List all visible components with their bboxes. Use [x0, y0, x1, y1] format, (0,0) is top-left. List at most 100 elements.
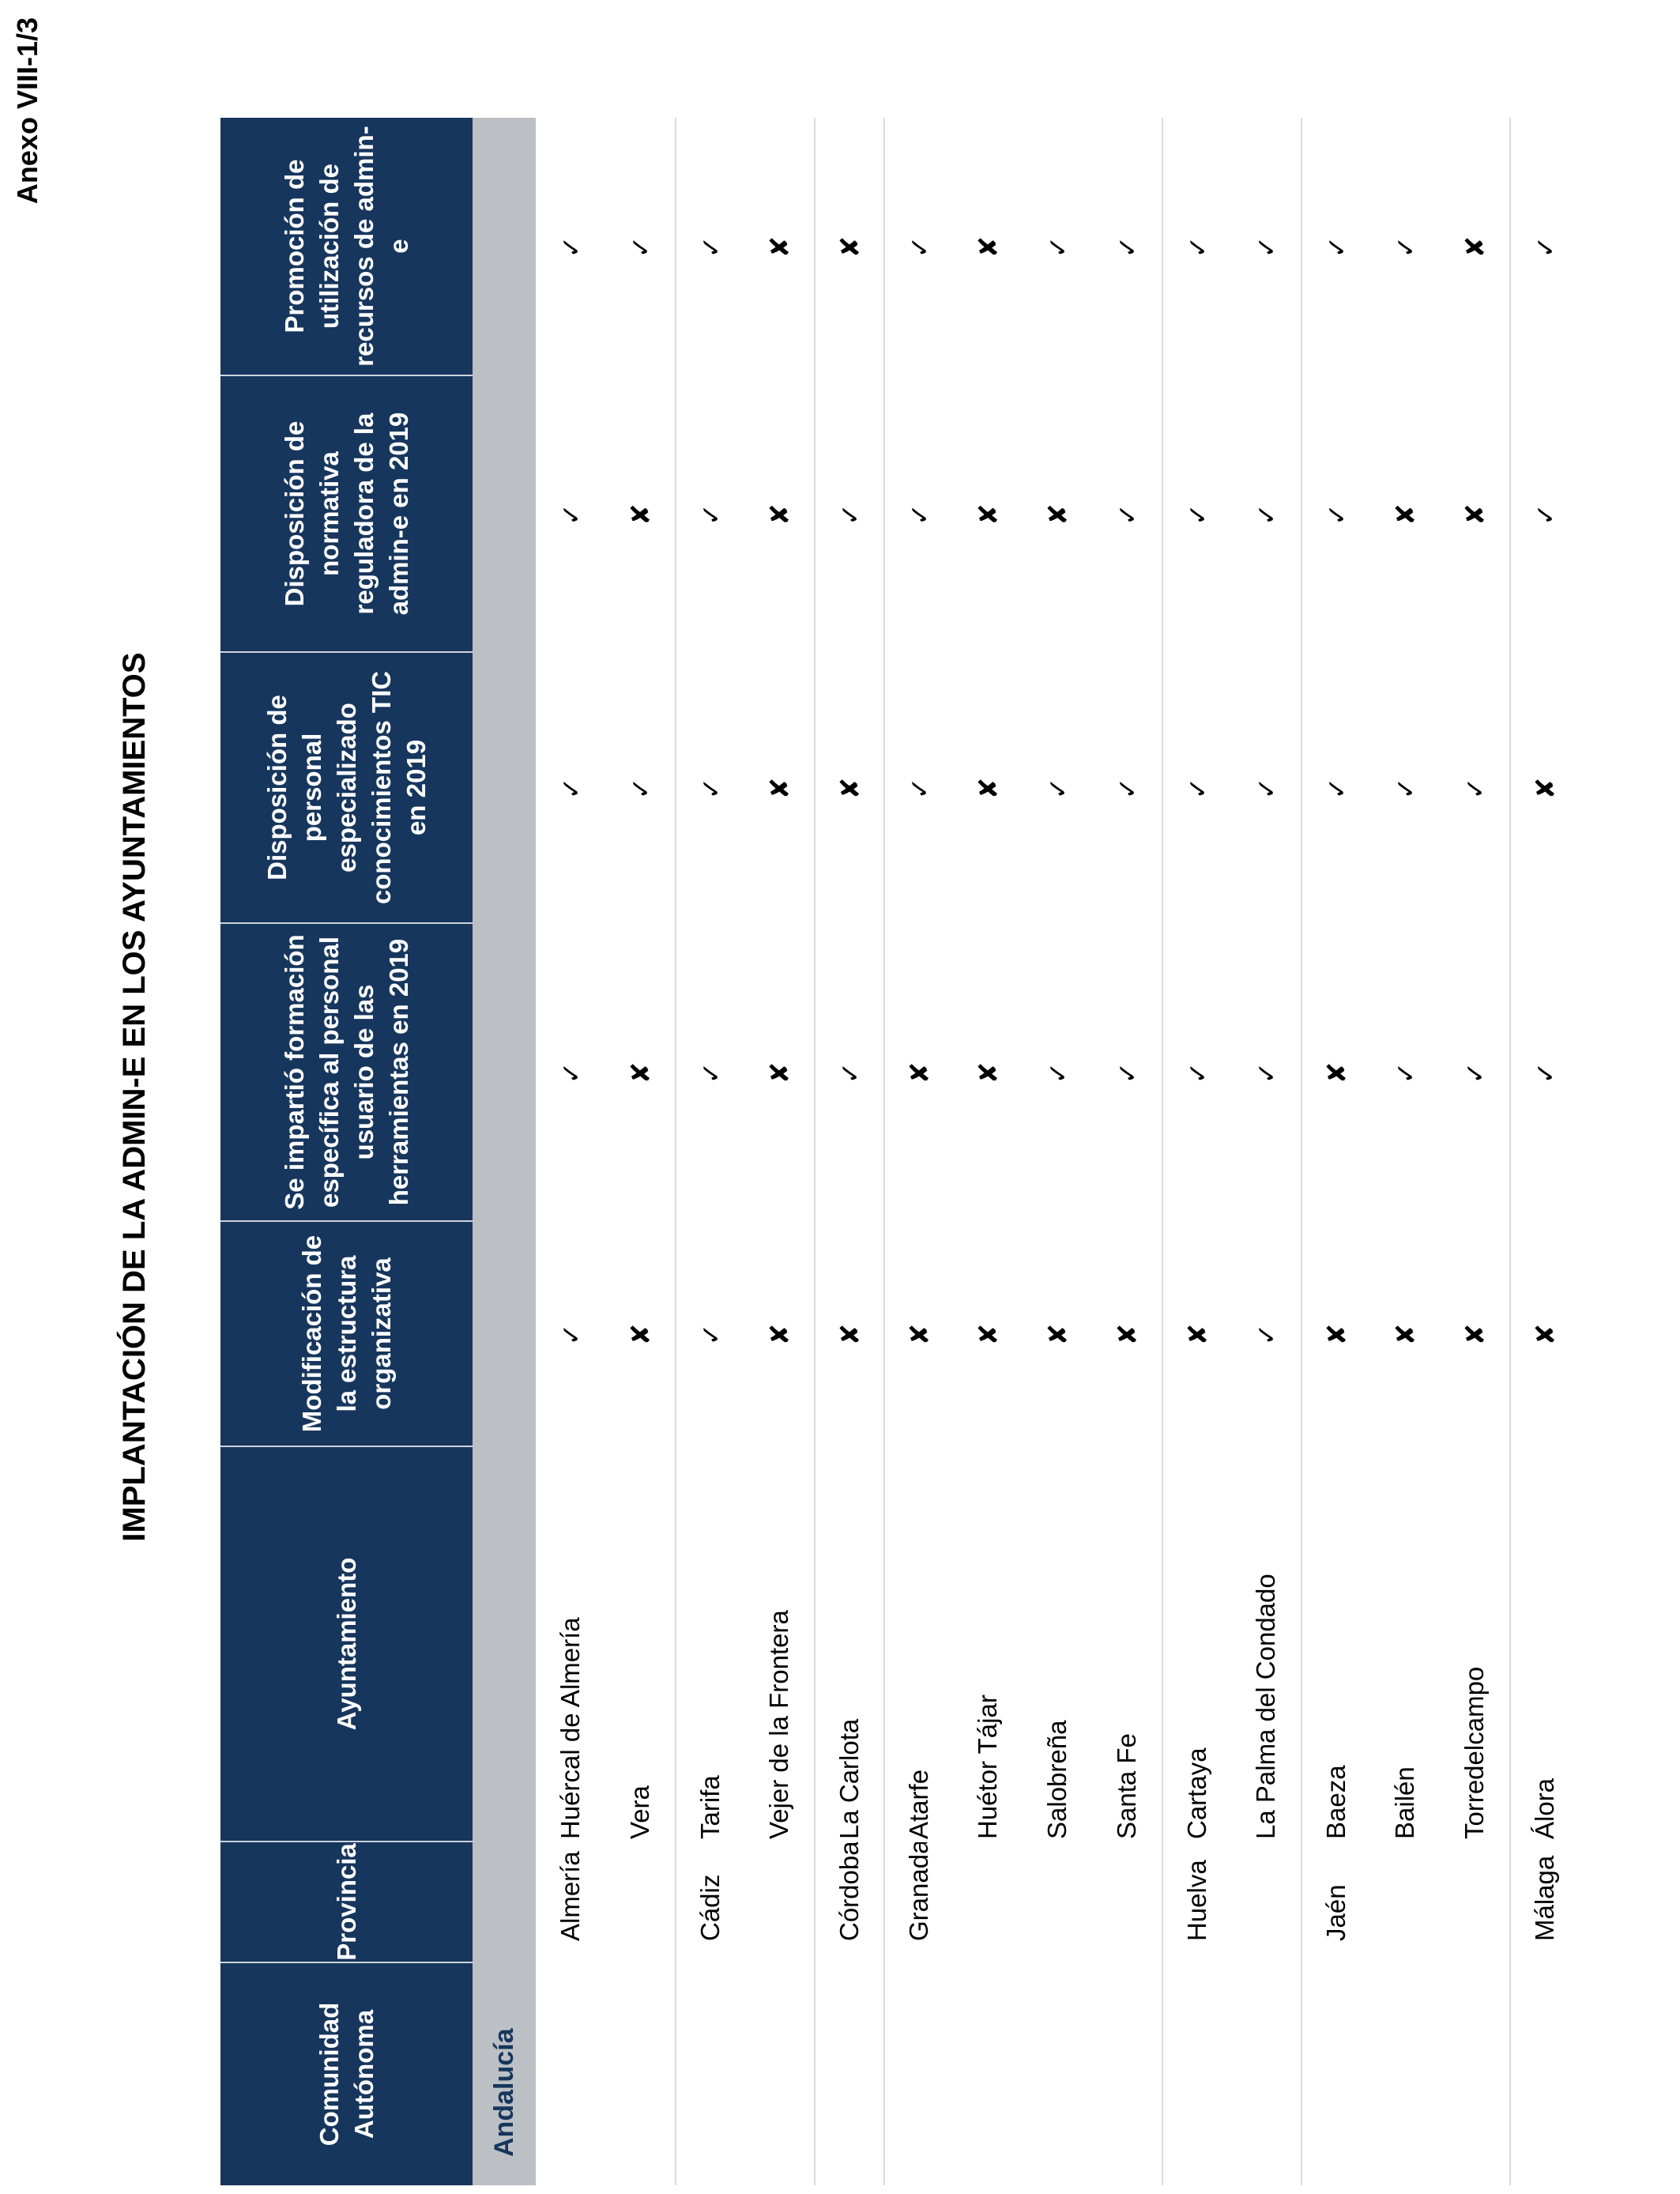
- cross-icon: ✘: [972, 236, 1004, 258]
- comunidad-cell: [1092, 1963, 1162, 2185]
- cross-icon: ✘: [624, 1061, 656, 1084]
- check-icon: ✓: [1111, 1061, 1143, 1084]
- column-header-ayuntamiento: Ayuntamiento: [220, 1447, 473, 1842]
- table-row: Jaén Baeza ✘ ✘ ✓ ✓ ✓: [1301, 118, 1370, 2185]
- check-icon: ✓: [1301, 376, 1370, 653]
- table-row: Salobreña ✘ ✓ ✓ ✘ ✓: [1023, 118, 1092, 2185]
- province-cell: Almería: [556, 1851, 585, 1941]
- cross-icon: ✘: [883, 924, 953, 1222]
- table-body: Almería Huércal de Almería ✓ ✓ ✓ ✓ ✓ Vera ✘ ✘ ✓ ✘ ✓ C…: [536, 118, 1579, 2185]
- check-icon: ✓: [675, 924, 744, 1222]
- check-icon: ✓: [1162, 653, 1231, 924]
- check-icon: ✓: [675, 653, 744, 924]
- check-icon: ✓: [675, 1222, 744, 1447]
- table-row: Huétor Tájar ✘ ✘ ✘ ✘ ✘: [953, 118, 1023, 2185]
- comunidad-cell: [1162, 1963, 1231, 2185]
- table-header-row: Comunidad Autónoma Provincia Ayuntamient…: [220, 118, 473, 2185]
- check-icon: ✓: [1250, 777, 1282, 800]
- check-icon: ✓: [1250, 1061, 1282, 1084]
- check-icon: ✓: [1509, 376, 1579, 653]
- check-icon: ✓: [1042, 1061, 1073, 1084]
- check-icon: ✓: [1162, 376, 1231, 653]
- comunidad-cell: [605, 1963, 675, 2185]
- column-header-normativa: Disposición de normativa reguladora de l…: [220, 376, 473, 653]
- implantation-table: Comunidad Autónoma Provincia Ayuntamient…: [220, 118, 1579, 2185]
- check-icon: ✓: [814, 376, 883, 653]
- cross-icon: ✘: [814, 1222, 883, 1447]
- cross-icon: ✘: [1509, 1222, 1579, 1447]
- check-icon: ✓: [675, 376, 744, 653]
- table-row: Córdoba La Carlota ✘ ✓ ✘ ✓ ✘: [814, 118, 883, 2185]
- municipality-cell: Torredelcampo: [1460, 1666, 1489, 1839]
- cross-icon: ✘: [972, 1061, 1004, 1084]
- comunidad-cell: [1509, 1963, 1579, 2185]
- municipality-cell: Salobreña: [1042, 1720, 1072, 1839]
- cross-icon: ✘: [1389, 503, 1421, 526]
- cross-icon: ✘: [972, 777, 1004, 800]
- municipality-cell: Tarifa: [675, 1447, 744, 1842]
- province-cell: [1092, 1842, 1162, 1963]
- cross-icon: ✘: [1459, 503, 1490, 526]
- province-cell: [1440, 1842, 1509, 1963]
- comunidad-cell: [883, 1963, 953, 2185]
- province-cell: Córdoba: [814, 1842, 883, 1963]
- cross-icon: ✘: [1301, 1222, 1370, 1447]
- check-icon: ✓: [624, 236, 656, 258]
- check-icon: ✓: [1301, 653, 1370, 924]
- municipality-cell: Vera: [625, 1785, 654, 1839]
- cross-icon: ✘: [1459, 1323, 1490, 1346]
- check-icon: ✓: [624, 777, 656, 800]
- province-cell: Huelva: [1162, 1842, 1231, 1963]
- check-icon: ✓: [1389, 236, 1421, 258]
- cross-icon: ✘: [1389, 1323, 1421, 1346]
- column-header-modificacion: Modificación de la estructura organizati…: [220, 1222, 473, 1447]
- municipality-cell: Atarfe: [883, 1447, 953, 1842]
- table-row: Bailén ✘ ✓ ✓ ✘ ✓: [1370, 118, 1440, 2185]
- table-row: Vera ✘ ✘ ✓ ✘ ✓: [605, 118, 675, 2185]
- check-icon: ✓: [1042, 236, 1073, 258]
- comunidad-band: Andalucía: [473, 118, 536, 2185]
- province-cell: [1231, 1842, 1301, 1963]
- cross-icon: ✘: [814, 118, 883, 376]
- check-icon: ✓: [1111, 777, 1143, 800]
- check-icon: ✓: [555, 1061, 586, 1084]
- check-icon: ✓: [883, 118, 953, 376]
- cross-icon: ✘: [1459, 236, 1490, 258]
- table-row: Almería Huércal de Almería ✓ ✓ ✓ ✓ ✓: [536, 118, 605, 2185]
- check-icon: ✓: [555, 236, 586, 258]
- check-icon: ✓: [675, 118, 744, 376]
- province-cell: Málaga: [1509, 1842, 1579, 1963]
- cross-icon: ✘: [624, 503, 656, 526]
- check-icon: ✓: [1459, 1061, 1490, 1084]
- cross-icon: ✘: [972, 503, 1004, 526]
- municipality-cell: Santa Fe: [1112, 1733, 1141, 1839]
- province-cell: [953, 1842, 1023, 1963]
- check-icon: ✓: [1389, 1061, 1421, 1084]
- comunidad-label: Andalucía: [488, 2028, 519, 2157]
- cross-icon: ✘: [763, 1323, 795, 1346]
- cross-icon: ✘: [1162, 1222, 1231, 1447]
- comunidad-cell: [1301, 1963, 1370, 2185]
- cross-icon: ✘: [1111, 1323, 1143, 1346]
- check-icon: ✓: [1250, 1323, 1282, 1346]
- check-icon: ✓: [1250, 236, 1282, 258]
- municipality-cell: Cartaya: [1162, 1447, 1231, 1842]
- column-header-provincia: Provincia: [220, 1842, 473, 1963]
- table-row: Torredelcampo ✘ ✓ ✓ ✘ ✘: [1440, 118, 1509, 2185]
- comunidad-cell: [675, 1963, 744, 2185]
- comunidad-cell: [1023, 1963, 1092, 2185]
- check-icon: ✓: [883, 376, 953, 653]
- table-row: Granada Atarfe ✘ ✘ ✓ ✓ ✓: [883, 118, 953, 2185]
- table-row: La Palma del Condado ✓ ✓ ✓ ✓ ✓: [1231, 118, 1301, 2185]
- annex-label: Anexo VIII-1/3: [11, 17, 43, 205]
- cross-icon: ✘: [972, 1323, 1004, 1346]
- table-row: Cádiz Tarifa ✓ ✓ ✓ ✓ ✓: [675, 118, 744, 2185]
- cross-icon: ✘: [883, 1222, 953, 1447]
- check-icon: ✓: [1111, 503, 1143, 526]
- check-icon: ✓: [555, 1323, 586, 1346]
- check-icon: ✓: [1509, 924, 1579, 1222]
- table-row: Málaga Álora ✘ ✓ ✘ ✓ ✓: [1509, 118, 1579, 2185]
- comunidad-cell: [536, 1963, 605, 2185]
- municipality-cell: Vejer de la Frontera: [764, 1610, 793, 1839]
- cross-icon: ✘: [814, 653, 883, 924]
